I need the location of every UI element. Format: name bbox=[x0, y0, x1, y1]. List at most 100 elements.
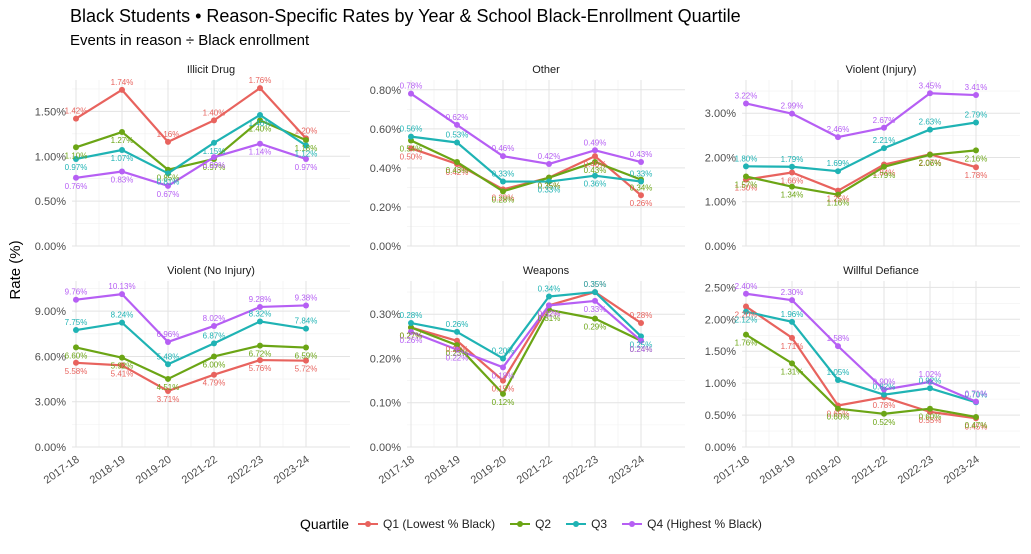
data-label-q4: 2.67% bbox=[873, 116, 896, 125]
data-point-q3 bbox=[927, 126, 933, 133]
data-label-q2: 0.97% bbox=[203, 163, 226, 172]
panel-title: Violent (Injury) bbox=[846, 64, 917, 76]
data-point-q1 bbox=[257, 85, 263, 92]
data-point-q3 bbox=[743, 163, 749, 170]
data-label-q3: 0.53% bbox=[446, 130, 469, 139]
data-label-q1: 4.79% bbox=[203, 379, 226, 388]
data-point-q4 bbox=[789, 110, 795, 117]
data-label-q4: 0.71% bbox=[965, 390, 988, 399]
data-point-q3 bbox=[454, 328, 460, 335]
x-tick-label: 2017-18 bbox=[377, 454, 417, 487]
data-point-q3 bbox=[454, 139, 460, 146]
series-line-q3 bbox=[745, 121, 977, 173]
data-point-q3 bbox=[303, 142, 309, 149]
data-label-q2: 0.24% bbox=[630, 345, 653, 354]
data-label-q1: 1.40% bbox=[203, 108, 226, 117]
y-tick-label: 9.00% bbox=[35, 306, 66, 318]
y-tick-label: 0.60% bbox=[370, 124, 401, 136]
data-point-q3 bbox=[881, 145, 887, 152]
data-label-q1: 1.25% bbox=[827, 195, 850, 204]
data-label-q2: 2.16% bbox=[965, 154, 988, 163]
data-point-q1 bbox=[743, 303, 749, 310]
x-tick-label: 2018-19 bbox=[423, 454, 463, 487]
data-point-q1 bbox=[73, 359, 79, 366]
data-point-q2 bbox=[257, 117, 263, 124]
data-label-q4: 0.32% bbox=[538, 309, 561, 318]
panel-other: Other 0.00% 0.20% 0.40% 0.60% 0.80% 0.50% 0.42%… bbox=[370, 64, 685, 253]
data-point-q2 bbox=[835, 191, 841, 198]
data-point-q1 bbox=[257, 357, 263, 364]
data-point-q4 bbox=[789, 297, 795, 304]
data-label-q4: 0.78% bbox=[400, 82, 423, 91]
data-point-q1 bbox=[789, 169, 795, 176]
data-label-q1: 5.72% bbox=[295, 365, 318, 374]
x-tick-label: 2022-23 bbox=[561, 454, 601, 487]
data-point-q4 bbox=[592, 147, 598, 154]
panel-violent-no-injury: Violent (No Injury) 0.00% 3.00% 6.00% 9.00% 2… bbox=[35, 265, 350, 487]
chart-title: Black Students • Reason-Specific Rates b… bbox=[70, 6, 741, 26]
legend-item-q2: Q2 bbox=[509, 517, 551, 531]
legend-item-q3: Q3 bbox=[565, 517, 607, 531]
panel-title: Illicit Drug bbox=[187, 64, 235, 76]
panel-title: Other bbox=[532, 64, 560, 76]
data-point-q4 bbox=[257, 140, 263, 147]
legend-label-q2: Q2 bbox=[535, 517, 552, 531]
data-label-q2: 1.31% bbox=[781, 367, 804, 376]
data-point-q3 bbox=[211, 139, 217, 146]
data-label-q4: 0.97% bbox=[295, 163, 318, 172]
data-label-q1: 0.78% bbox=[873, 401, 896, 410]
series-line-q4 bbox=[410, 299, 642, 369]
x-tick-label: 2021-22 bbox=[850, 454, 890, 487]
data-label-q3: 0.34% bbox=[538, 284, 561, 293]
data-label-q4: 3.22% bbox=[735, 91, 758, 100]
data-point-q4 bbox=[743, 290, 749, 297]
y-tick-label: 1.00% bbox=[705, 197, 736, 209]
data-label-q1: 0.42% bbox=[446, 168, 469, 177]
data-point-q2 bbox=[789, 360, 795, 367]
data-label-q2: 1.10% bbox=[65, 151, 88, 160]
data-point-q3 bbox=[408, 320, 414, 327]
data-label-q4: 0.46% bbox=[492, 144, 515, 153]
series-line-q4 bbox=[75, 142, 307, 187]
data-point-q1 bbox=[119, 86, 125, 93]
data-label-q4: 0.43% bbox=[630, 150, 653, 159]
y-tick-label: 2.00% bbox=[705, 314, 736, 326]
data-label-q2: 1.27% bbox=[111, 136, 134, 145]
data-label-q3: 1.46% bbox=[249, 119, 272, 128]
series-line-q1 bbox=[75, 86, 307, 144]
y-tick-label: 0.00% bbox=[705, 241, 736, 253]
data-point-q1 bbox=[973, 164, 979, 171]
x-tick-label: 2017-18 bbox=[42, 454, 82, 487]
data-point-q1 bbox=[789, 334, 795, 341]
data-point-q3 bbox=[73, 327, 79, 334]
y-tick-label: 0.00% bbox=[370, 442, 401, 454]
data-label-q2: 0.60% bbox=[919, 413, 942, 422]
y-tick-label: 1.50% bbox=[705, 346, 736, 358]
data-label-q4: 9.38% bbox=[295, 293, 318, 302]
data-point-q3 bbox=[546, 293, 552, 300]
data-point-q4 bbox=[211, 322, 217, 329]
x-tick-label: 2021-22 bbox=[515, 454, 555, 487]
data-point-q4 bbox=[303, 155, 309, 162]
data-label-q2: 0.43% bbox=[584, 166, 607, 175]
data-label-q4: 3.45% bbox=[919, 81, 942, 90]
x-tick-label: 2021-22 bbox=[180, 454, 220, 487]
data-label-q3: 7.75% bbox=[65, 318, 88, 327]
data-point-q2 bbox=[500, 390, 506, 397]
data-label-q3: 6.87% bbox=[203, 331, 226, 340]
data-point-q1 bbox=[638, 192, 644, 199]
data-label-q2: 1.40% bbox=[249, 124, 272, 133]
data-label-q2: 1.16% bbox=[827, 199, 850, 208]
series-line-q4 bbox=[410, 92, 642, 166]
data-label-q4: 1.14% bbox=[249, 148, 272, 157]
data-label-q4: 3.41% bbox=[965, 83, 988, 92]
data-label-q2: 6.72% bbox=[249, 350, 272, 359]
data-label-q3: 1.96% bbox=[781, 310, 804, 319]
y-tick-label: 0.10% bbox=[370, 398, 401, 410]
data-label-q3: 0.26% bbox=[446, 320, 469, 329]
data-label-q2: 0.54% bbox=[400, 145, 423, 154]
data-point-q3 bbox=[257, 318, 263, 325]
data-label-q1: 5.58% bbox=[65, 367, 88, 376]
data-point-q3 bbox=[119, 146, 125, 153]
data-point-q3 bbox=[789, 163, 795, 170]
